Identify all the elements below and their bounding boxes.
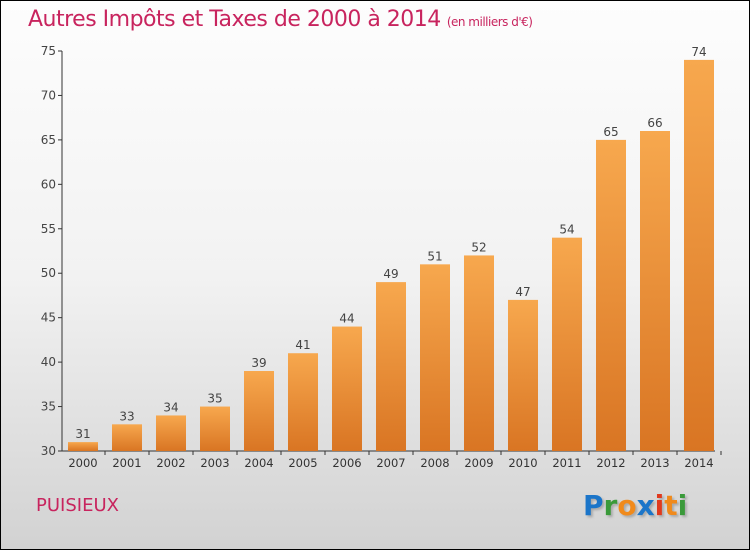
bar <box>156 415 186 451</box>
bar <box>288 353 318 451</box>
y-tick-label: 50 <box>41 266 56 280</box>
data-label: 44 <box>339 312 354 326</box>
y-tick-label: 30 <box>41 444 56 458</box>
y-tick-label: 70 <box>41 88 56 102</box>
x-tick-label: 2012 <box>596 456 625 470</box>
x-tick-label: 2005 <box>288 456 317 470</box>
y-tick-label: 40 <box>41 355 56 369</box>
y-tick-label: 45 <box>41 311 56 325</box>
data-label: 35 <box>207 392 222 406</box>
x-tick-label: 2010 <box>508 456 537 470</box>
bar <box>420 264 450 451</box>
subtitle: (en milliers d'€) <box>446 15 533 29</box>
proxiti-logo[interactable]: Proxiti <box>583 489 688 522</box>
bar <box>112 424 142 451</box>
y-tick-label: 55 <box>41 222 56 236</box>
chart-title: Autres Impôts et Taxes de 2000 à 2014 (en… <box>28 7 533 32</box>
bar <box>332 326 362 451</box>
bar <box>684 59 714 452</box>
x-tick-label: 2003 <box>200 456 229 470</box>
data-label: 33 <box>119 409 134 423</box>
bar <box>596 139 626 451</box>
data-label: 39 <box>251 356 266 370</box>
y-tick-label: 60 <box>41 177 56 191</box>
x-tick-label: 2013 <box>640 456 669 470</box>
data-label: 74 <box>691 45 706 59</box>
bar <box>200 406 230 451</box>
data-label: 47 <box>515 285 530 299</box>
bar <box>68 442 98 451</box>
bar <box>464 255 494 451</box>
data-label: 52 <box>471 240 486 254</box>
bar <box>508 299 538 451</box>
x-tick-label: 2008 <box>420 456 449 470</box>
x-tick-label: 2004 <box>244 456 273 470</box>
x-tick-label: 2007 <box>376 456 405 470</box>
title-text: Autres Impôts et Taxes de 2000 à 2014 <box>28 7 441 32</box>
y-tick-label: 75 <box>41 44 56 58</box>
x-tick-label: 2000 <box>68 456 97 470</box>
data-label: 49 <box>383 267 398 281</box>
x-tick-label: 2011 <box>552 456 581 470</box>
place-name: PUISIEUX <box>36 495 119 516</box>
data-label: 41 <box>295 338 310 352</box>
data-label: 31 <box>75 427 90 441</box>
bar <box>244 371 274 451</box>
bar <box>552 237 582 451</box>
y-tick-label: 35 <box>41 400 56 414</box>
x-tick-label: 2009 <box>464 456 493 470</box>
data-label: 66 <box>647 116 662 130</box>
x-tick-label: 2002 <box>156 456 185 470</box>
data-label: 51 <box>427 249 442 263</box>
bar <box>376 282 406 451</box>
x-tick-label: 2006 <box>332 456 361 470</box>
bar <box>640 131 670 451</box>
data-label: 65 <box>603 125 618 139</box>
data-label: 34 <box>163 400 178 414</box>
data-label: 54 <box>559 223 574 237</box>
x-tick-label: 2014 <box>684 456 713 470</box>
y-tick-label: 65 <box>41 133 56 147</box>
x-tick-label: 2001 <box>112 456 141 470</box>
